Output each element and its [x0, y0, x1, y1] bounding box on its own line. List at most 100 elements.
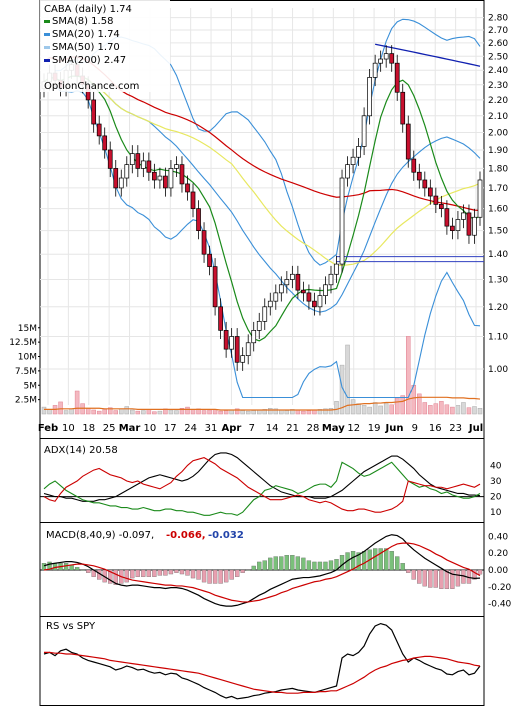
- candle-down: [306, 292, 312, 302]
- volume-bar: [301, 410, 306, 415]
- price-y-tick-label: 2.80: [488, 14, 508, 24]
- macd-histogram-bar: [179, 569, 185, 575]
- macd-histogram-bar: [113, 569, 118, 585]
- volume-bar: [174, 410, 179, 415]
- volume-bar: [378, 405, 383, 415]
- macd-histogram-bar: [301, 557, 306, 571]
- volume-bar: [58, 401, 63, 415]
- volume-bar: [69, 408, 74, 415]
- volume-bar: [207, 409, 212, 415]
- macd-histogram-bar: [207, 569, 212, 584]
- macd-histogram-bar: [389, 551, 394, 571]
- macd-y-tick-label: -0.20: [488, 583, 512, 593]
- price-y-tick-label: 2.40: [488, 66, 508, 76]
- volume-axis-label: 5M: [24, 381, 38, 391]
- volume-bar: [157, 410, 163, 415]
- volume-bar: [245, 410, 251, 415]
- macd-label: MACD(8,40,9) -0.097,: [46, 530, 154, 541]
- price-y-tick-label: 1.70: [488, 184, 508, 194]
- candle-up: [383, 53, 389, 60]
- macd-histogram-bar: [406, 569, 411, 573]
- candle-up: [124, 164, 130, 179]
- candle-up: [356, 146, 361, 158]
- candle-down: [439, 204, 444, 209]
- volume-bar: [190, 409, 196, 415]
- candle-up: [372, 62, 378, 78]
- price-y-tick-label: 1.90: [488, 146, 508, 156]
- candle-up: [284, 279, 290, 286]
- volume-bar: [152, 411, 157, 415]
- candle-up: [118, 177, 124, 189]
- x-tick-label-16: 16: [429, 423, 442, 434]
- macd-histogram-bar: [229, 569, 234, 580]
- volume-bar: [91, 409, 96, 415]
- macd-histogram-bar: [124, 569, 129, 583]
- macd-histogram-bar: [384, 548, 389, 571]
- volume-bar: [350, 399, 356, 415]
- volume-bar: [102, 409, 107, 415]
- x-tick-label-14: 14: [266, 423, 279, 434]
- candle-up: [278, 284, 284, 294]
- volume-bar: [168, 409, 174, 415]
- x-tick-label-May: May: [322, 423, 345, 434]
- volume-bar: [141, 410, 146, 415]
- candle-down: [416, 171, 422, 181]
- macd-histogram-bar: [190, 569, 196, 579]
- macd-histogram-bar: [433, 569, 438, 588]
- volume-bar: [323, 408, 328, 415]
- volume-bar: [450, 406, 455, 415]
- rs-series-line: [44, 651, 481, 694]
- volume-sma-line: [44, 396, 481, 411]
- candle-up: [361, 115, 367, 147]
- candle-up: [262, 306, 268, 322]
- volume-bar: [130, 409, 135, 415]
- price-y-tick-label: 1.20: [488, 303, 508, 313]
- volume-bar: [367, 406, 372, 415]
- candle-down: [312, 300, 317, 308]
- macd-histogram-bar: [268, 557, 273, 571]
- candle-down: [466, 212, 472, 236]
- price-y-tick-label: 2.70: [488, 26, 508, 36]
- volume-bar: [455, 405, 461, 415]
- macd-histogram-bar: [323, 561, 328, 571]
- candle-up: [328, 273, 334, 286]
- volume-axis-label: 12.5M: [9, 338, 37, 348]
- candle-down: [102, 135, 108, 151]
- macd-histogram-bar: [135, 569, 140, 577]
- macd-histogram-bar: [411, 569, 416, 580]
- x-tick-label-Feb: Feb: [38, 423, 58, 434]
- macd-histogram-bar: [290, 555, 295, 571]
- volume-bar: [240, 410, 245, 415]
- volume-bar: [334, 401, 339, 415]
- x-tick-label-17: 17: [164, 423, 177, 434]
- macd-histogram-bar: [450, 569, 455, 589]
- volume-bar: [422, 402, 428, 415]
- macd-histogram-bar: [428, 569, 433, 588]
- candle-up: [350, 156, 356, 165]
- candle-up: [174, 164, 179, 169]
- macd-histogram-bar: [417, 569, 422, 584]
- macd-histogram-bar: [317, 561, 323, 571]
- volume-axis-label: 2.5M: [15, 396, 37, 406]
- macd-histogram-bar: [146, 569, 152, 577]
- volume-bar: [119, 408, 124, 415]
- candle-down: [146, 160, 152, 173]
- macd-histogram-bar: [273, 556, 278, 571]
- volume-bar: [284, 410, 290, 415]
- candle-down: [405, 123, 411, 160]
- candle-up: [140, 160, 146, 169]
- volume-bar: [234, 408, 240, 415]
- macd-histogram-bar: [328, 560, 334, 571]
- volume-bar: [273, 408, 279, 415]
- candle-down: [196, 208, 201, 231]
- volume-bar: [268, 408, 273, 415]
- price-y-tick-label: 1.50: [488, 227, 508, 237]
- macd-histogram-bar: [163, 569, 168, 576]
- legend-item: SMA(20) 1.74: [52, 29, 120, 40]
- macd-histogram-bar: [472, 569, 477, 580]
- candle-down: [218, 306, 223, 331]
- candle-up: [240, 355, 246, 363]
- macd-histogram-bar: [455, 569, 461, 587]
